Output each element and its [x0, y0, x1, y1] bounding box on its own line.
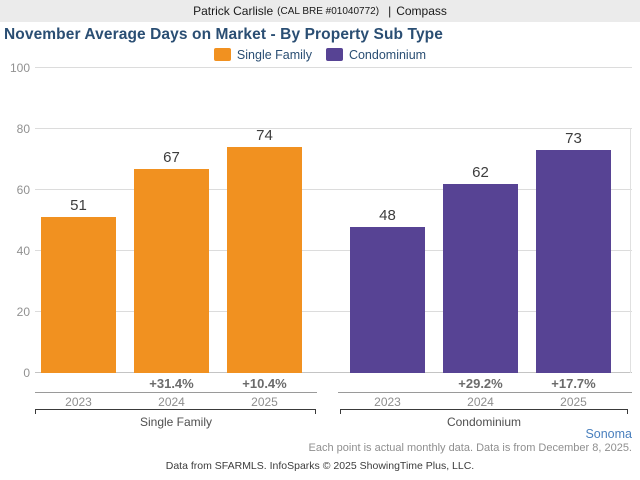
- bar-single-family-2025[interactable]: [227, 147, 302, 373]
- year-tick[interactable]: 2023: [374, 395, 401, 409]
- y-axis: 0 20 40 60 80 100: [0, 61, 30, 380]
- gridline-y40: [35, 250, 632, 251]
- gridline-y20: [35, 311, 632, 312]
- gridline-y0: [35, 372, 632, 373]
- gridline-y60: [35, 189, 632, 190]
- plot-area: 51 67 74 48 62 73: [35, 67, 632, 373]
- legend-label: Single Family: [236, 47, 312, 62]
- pct-change-label: +29.2%: [458, 376, 503, 391]
- bar-single-family-2023[interactable]: [41, 217, 116, 373]
- attribution-text: Data from SFARMLS. InfoSparks © 2025 Sho…: [165, 460, 475, 472]
- y-tick-label: 100: [9, 61, 30, 75]
- pct-change-label: +10.4%: [242, 376, 287, 391]
- gridline-y100: [35, 67, 632, 68]
- bar-value-label: 48: [379, 206, 396, 224]
- agent-name: Patrick Carlisle: [193, 4, 274, 18]
- group-label-condominium: Condominium: [446, 415, 522, 429]
- single-family-swatch-icon: [213, 48, 231, 61]
- brokerage-name: Compass: [396, 4, 447, 18]
- x-axis-rows: +31.4% +10.4% +29.2% +17.7% 2023 2024 20…: [35, 373, 632, 429]
- y-tick-label: 40: [16, 244, 30, 258]
- plot-right-border: [630, 129, 631, 373]
- bar-condominium-2024[interactable]: [443, 183, 518, 373]
- header-band: Patrick Carlisle (CAL BRE #01040772) | C…: [0, 0, 640, 22]
- group-bracket: [35, 409, 316, 414]
- gridline-y80: [35, 128, 632, 129]
- bar-value-label: 62: [472, 163, 489, 181]
- legend-item-single-family[interactable]: Single Family: [213, 47, 312, 62]
- chart-title: November Average Days on Market - By Pro…: [4, 26, 443, 43]
- y-tick-label: 80: [16, 122, 30, 136]
- bar-value-label: 73: [565, 130, 582, 148]
- chart-legend: Single Family Condominium: [0, 47, 640, 62]
- bar-single-family-2024[interactable]: [134, 168, 209, 373]
- data-note: Each point is actual monthly data. Data …: [308, 442, 632, 454]
- y-tick-label: 0: [23, 366, 30, 380]
- bar-condominium-2025[interactable]: [536, 150, 611, 373]
- year-tick[interactable]: 2025: [251, 395, 278, 409]
- pct-change-label: +17.7%: [551, 376, 596, 391]
- year-tick[interactable]: 2025: [560, 395, 587, 409]
- group-label-single-family: Single Family: [139, 415, 213, 429]
- year-tick[interactable]: 2023: [65, 395, 92, 409]
- legend-label: Condominium: [348, 47, 427, 62]
- region-label[interactable]: Sonoma: [585, 427, 632, 441]
- year-tick[interactable]: 2024: [158, 395, 185, 409]
- axis-divider-line: [338, 392, 632, 393]
- bar-value-label: 51: [70, 197, 87, 215]
- header-separator: |: [388, 4, 392, 18]
- legend-item-condominium[interactable]: Condominium: [325, 47, 427, 62]
- bar-condominium-2023[interactable]: [350, 226, 425, 373]
- y-tick-label: 60: [16, 183, 30, 197]
- bar-value-label: 74: [256, 127, 273, 145]
- agent-license: (CAL BRE #01040772): [277, 6, 380, 17]
- axis-divider-line: [35, 392, 317, 393]
- group-bracket: [340, 409, 628, 414]
- condominium-swatch-icon: [325, 48, 343, 61]
- pct-change-label: +31.4%: [149, 376, 194, 391]
- bar-value-label: 67: [163, 148, 180, 166]
- y-tick-label: 20: [16, 305, 30, 319]
- year-tick[interactable]: 2024: [467, 395, 494, 409]
